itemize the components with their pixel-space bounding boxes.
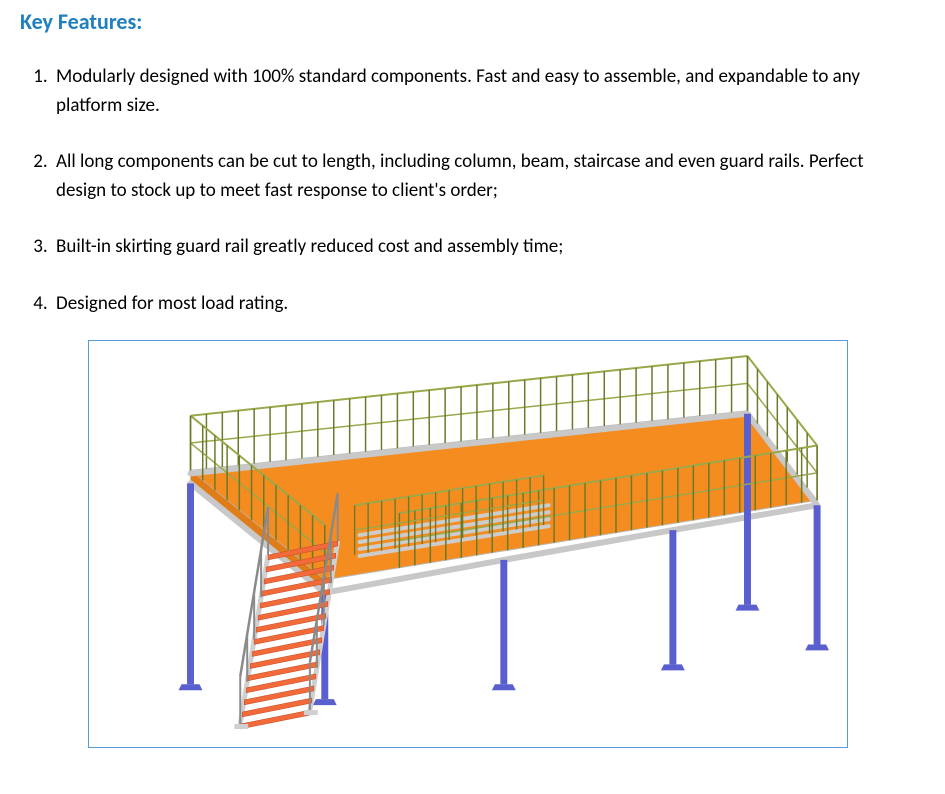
section-heading: Key Features: — [20, 8, 915, 35]
feature-list: Modularly designed with 100% standard co… — [20, 63, 915, 318]
mezzanine-diagram-icon — [101, 353, 837, 737]
feature-item: Designed for most load rating. — [52, 290, 915, 319]
feature-item: All long components can be cut to length… — [52, 148, 915, 205]
feature-item: Modularly designed with 100% standard co… — [52, 63, 915, 120]
platform-illustration — [88, 340, 848, 748]
feature-item: Built-in skirting guard rail greatly red… — [52, 233, 915, 262]
